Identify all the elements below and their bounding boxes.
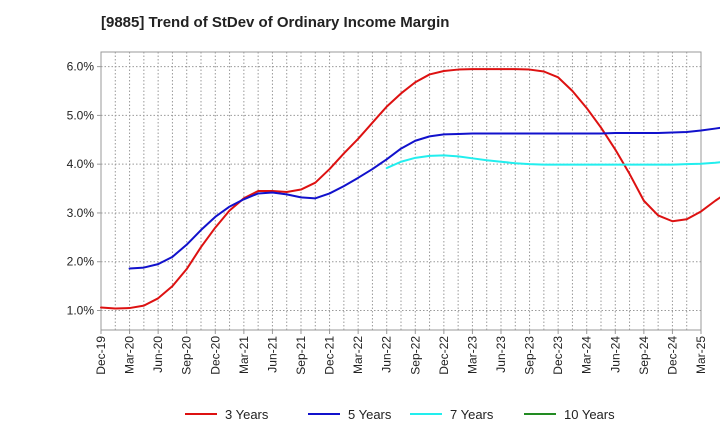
x-tick-label: Jun-20: [151, 336, 165, 373]
x-tick-label: Dec-19: [94, 336, 108, 375]
series-line-5-years: [128, 126, 720, 270]
x-tick-label: Mar-23: [465, 336, 479, 374]
legend-label: 5 Years: [348, 407, 392, 422]
x-tick-label: Mar-20: [123, 336, 137, 374]
series-lines: [100, 68, 720, 310]
y-axis-ticks: 1.0% 2.0% 3.0% 4.0% 5.0% 6.0%: [67, 60, 101, 317]
y-tick-label: 2.0%: [67, 255, 95, 269]
x-tick-label: Dec-24: [665, 336, 679, 375]
legend-label: 10 Years: [564, 407, 615, 422]
y-tick-label: 4.0%: [67, 157, 95, 171]
x-tick-label: Mar-22: [351, 336, 365, 374]
x-tick-label: Mar-21: [237, 336, 251, 374]
y-tick-label: 1.0%: [67, 303, 95, 317]
x-tick-label: Dec-20: [208, 336, 222, 375]
grid-lines: [101, 52, 701, 330]
x-tick-label: Sep-20: [180, 336, 194, 375]
x-tick-label: Jun-23: [494, 336, 508, 373]
x-tick-label: Sep-22: [408, 336, 422, 375]
y-tick-label: 5.0%: [67, 108, 95, 122]
x-axis-ticks: Dec-19 Mar-20 Jun-20 Sep-20 Dec-20 Mar-21 Jun-…: [94, 330, 708, 375]
x-tick-label: Sep-23: [523, 336, 537, 375]
legend-label: 7 Years: [450, 407, 494, 422]
x-tick-label: Dec-21: [323, 336, 337, 375]
series-line-3-years: [100, 68, 720, 310]
legend: 3 Years 5 Years 7 Years 10 Years: [185, 407, 615, 422]
legend-label: 3 Years: [225, 407, 269, 422]
x-tick-label: Jun-24: [608, 336, 622, 373]
y-tick-label: 6.0%: [67, 60, 95, 74]
x-tick-label: Sep-21: [294, 336, 308, 375]
x-tick-label: Dec-23: [551, 336, 565, 375]
x-tick-label: Jun-22: [380, 336, 394, 373]
x-tick-label: Jun-21: [265, 336, 279, 373]
y-tick-label: 3.0%: [67, 206, 95, 220]
x-tick-label: Mar-24: [580, 336, 594, 374]
x-tick-label: Dec-22: [437, 336, 451, 375]
series-line-7-years: [385, 154, 720, 170]
x-tick-label: Sep-24: [637, 336, 651, 375]
chart-title: [9885] Trend of StDev of Ordinary Income…: [101, 14, 450, 31]
x-tick-label: Mar-25: [694, 336, 708, 374]
